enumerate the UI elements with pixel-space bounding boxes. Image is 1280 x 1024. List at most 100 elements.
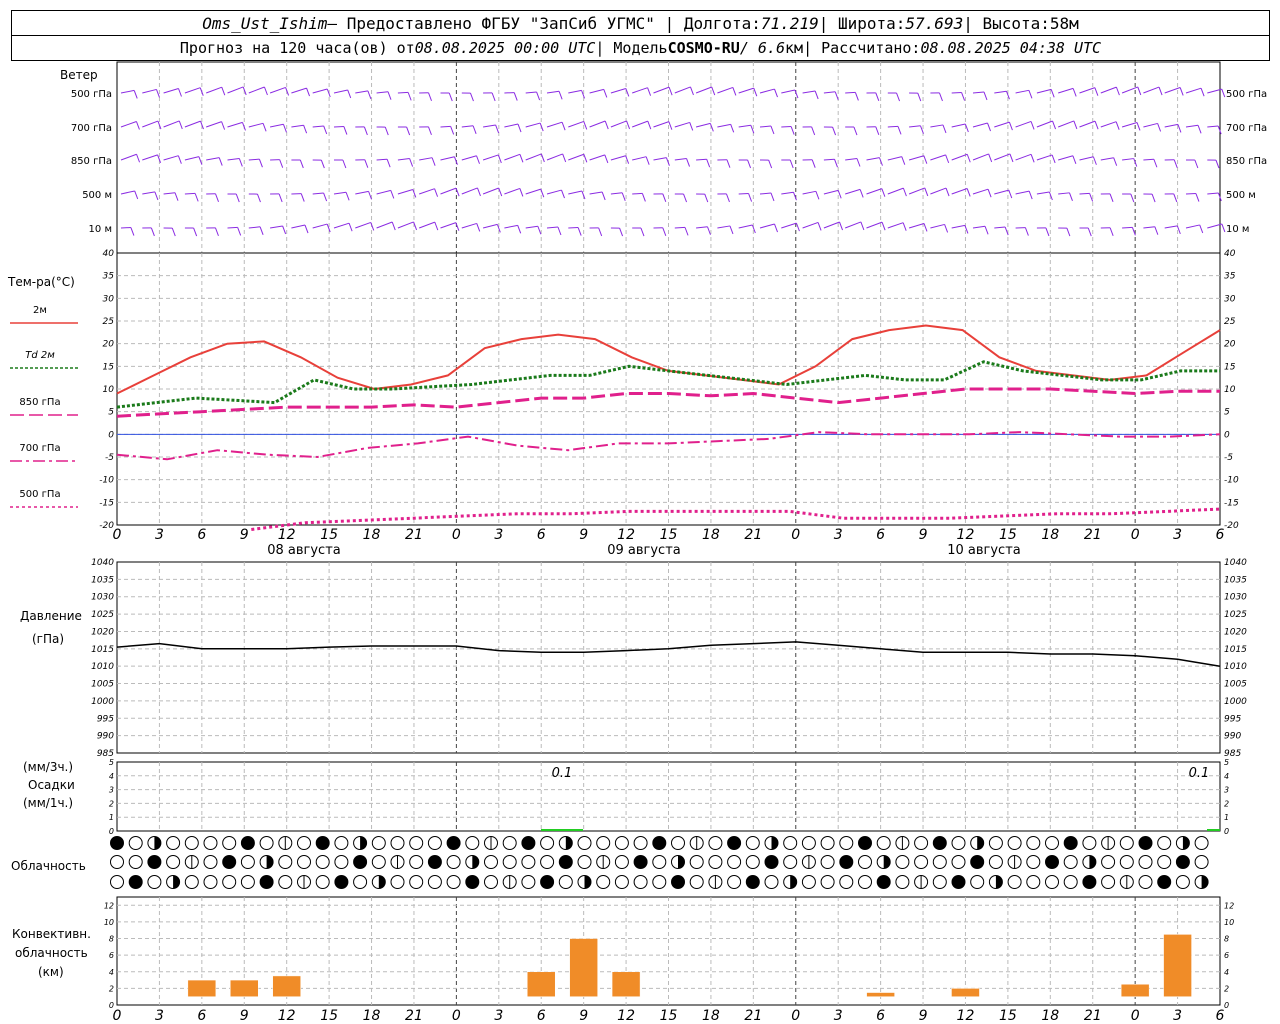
wind-barb-flag [214, 227, 219, 237]
wind-barb-flag [491, 92, 496, 102]
wind-barb-flag [747, 159, 752, 169]
x-tick-label: 6 [197, 1008, 206, 1024]
y-tick-label-right: 20 [1224, 340, 1236, 350]
wind-barb-flag [364, 159, 369, 168]
wind-barb-flag [198, 156, 203, 165]
wind-barb-flag [557, 226, 562, 236]
x-tick-label: 18 [702, 527, 720, 543]
calc-time: 08.08.2025 04:38 UTC [920, 39, 1102, 57]
wind-barb-flag [519, 154, 524, 163]
wind-barb-flag [539, 122, 544, 132]
wind-barb [163, 120, 180, 128]
x-tick-label: 12 [957, 527, 975, 543]
cloud-cover-symbol [409, 855, 424, 869]
y-tick-label-left: 1010 [91, 662, 114, 672]
wind-barb [568, 89, 582, 94]
wind-barb-flag [1050, 89, 1055, 98]
wind-barb [461, 155, 477, 161]
wind-barb-flag [1006, 91, 1010, 100]
wind-barb [632, 192, 643, 195]
cloud-cover-fill [1045, 855, 1059, 869]
wind-barb [908, 155, 924, 161]
wind-barb-flag [902, 222, 907, 231]
wind-barb [440, 222, 457, 229]
wind-barb [972, 225, 986, 229]
wind-barb [632, 156, 647, 161]
wind-barb-flag [558, 91, 563, 100]
wind-barb-flag [178, 120, 183, 130]
wind-barb-flag [711, 86, 716, 96]
cloud-cover-symbol [110, 875, 124, 889]
cloud-cover-symbol [558, 875, 573, 889]
wind-barb-flag [368, 191, 373, 200]
x-tick-label: 6 [537, 1008, 546, 1024]
wind-barb-flag [730, 124, 735, 133]
wind-level-left: 500 м [82, 190, 112, 201]
wind-barb [525, 188, 541, 195]
y-tick-label-right: 10 [1224, 918, 1234, 927]
wind-barb-flag [774, 223, 778, 233]
station-name: Oms_Ust_Ishim [202, 13, 328, 33]
wind-level-left: 850 гПа [71, 156, 112, 167]
temp-series-line [116, 431, 1221, 461]
wind-barb [1164, 87, 1181, 94]
wind-barb-flag [134, 190, 139, 200]
wind-barb-flag [434, 221, 439, 231]
wind-barb [376, 158, 388, 161]
cloud-cover-fill [1139, 836, 1152, 850]
wind-barb [1079, 192, 1090, 195]
wind-barb-flag [133, 90, 138, 99]
wind-barb [845, 188, 861, 195]
wind-barb [802, 190, 817, 195]
x-tick-label: 18 [363, 1008, 381, 1024]
wind-barb-flag [598, 227, 603, 237]
y-tick-label-left: 3 [109, 786, 114, 795]
x-tick-label: 9 [919, 527, 928, 543]
x-tick-label: 6 [1216, 527, 1225, 543]
wind-barb-flag [1131, 227, 1136, 236]
y-tick-label-right: 25 [1224, 317, 1236, 327]
wind-barb-flag [961, 92, 966, 101]
wind-barb [1100, 121, 1117, 128]
wind-barb-flag [1217, 125, 1222, 135]
y-tick-label-right: 2 [1224, 984, 1229, 993]
wind-barb-flag [795, 222, 800, 232]
y-tick-label-right: -10 [1224, 476, 1239, 486]
latitude-value: 57.693 [905, 13, 964, 33]
wind-barb-flag [581, 90, 586, 99]
wind-barb-flag [945, 154, 950, 164]
cloud-cover-symbol [409, 836, 424, 850]
wind-barb [994, 90, 1007, 94]
wind-barb [674, 121, 690, 128]
cloud-cover-symbol [895, 875, 910, 889]
cloud-cover-fill [584, 875, 591, 889]
wind-barb [333, 191, 347, 195]
precip-annotation: 0.1 [1189, 766, 1210, 781]
y-tick-label-right: 1025 [1224, 610, 1247, 620]
wind-barb-flag [306, 87, 311, 97]
cloud-cover-symbol [203, 855, 218, 869]
wind-barb [653, 157, 667, 161]
wind-barb-flag [1073, 120, 1078, 130]
wind-barb [1207, 88, 1222, 94]
y-tick-label-left: 5 [108, 408, 114, 418]
wind-barb [184, 156, 200, 161]
wind-barb-flag [453, 156, 458, 165]
wind-barb [1100, 157, 1114, 161]
wind-barb [994, 189, 1009, 195]
convective-bar [230, 979, 259, 997]
wind-barb [717, 86, 734, 94]
wind-barb-flag [875, 126, 880, 135]
wind-barb [802, 221, 819, 229]
wind-barb-flag [920, 125, 924, 134]
x-tick-label: 12 [617, 1008, 635, 1024]
cloud-cover-fill [765, 855, 778, 869]
wind-barb-flag [320, 159, 325, 169]
y-tick-label-right: 0 [1224, 827, 1229, 836]
y-tick-label-right: 1 [1224, 813, 1229, 822]
wind-barb-flag [878, 157, 883, 166]
x-tick-label: 12 [957, 1008, 975, 1024]
wind-barb [589, 154, 606, 161]
y-tick-label-right: 1005 [1224, 680, 1247, 690]
y-tick-label-left: 0 [109, 1001, 114, 1010]
